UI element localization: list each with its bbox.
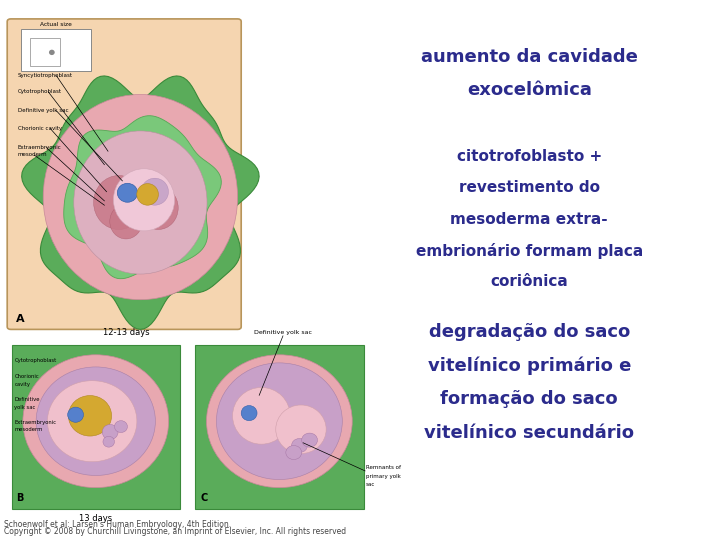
Ellipse shape (36, 367, 156, 475)
Ellipse shape (292, 438, 307, 453)
Ellipse shape (68, 407, 84, 422)
Text: Copyright © 2008 by Churchill Livingstone, an Imprint of Elsevier, Inc. All righ: Copyright © 2008 by Churchill Livingston… (4, 528, 346, 536)
Text: Cytotrophoblast: Cytotrophoblast (14, 358, 57, 363)
Text: sac: sac (366, 482, 375, 488)
Text: C: C (200, 493, 207, 503)
Ellipse shape (43, 94, 238, 300)
Text: Remnants of: Remnants of (366, 464, 401, 470)
Text: A: A (16, 314, 24, 324)
Polygon shape (22, 76, 259, 329)
Text: vitelínico secundário: vitelínico secundário (424, 423, 634, 442)
FancyBboxPatch shape (21, 29, 91, 71)
Text: mesoderma extra-: mesoderma extra- (451, 212, 608, 227)
Text: Chorionic: Chorionic (14, 374, 39, 380)
Ellipse shape (68, 395, 112, 436)
Text: Actual size: Actual size (40, 22, 71, 27)
Ellipse shape (207, 355, 352, 488)
Text: mesoderm: mesoderm (18, 152, 48, 158)
Ellipse shape (217, 363, 342, 480)
Text: formação do saco: formação do saco (441, 390, 618, 408)
Ellipse shape (94, 176, 144, 230)
Ellipse shape (114, 421, 127, 433)
Text: B: B (17, 493, 24, 503)
Ellipse shape (137, 184, 158, 205)
Ellipse shape (109, 204, 142, 239)
Text: aumento da cavidade: aumento da cavidade (420, 48, 638, 66)
Ellipse shape (233, 388, 290, 444)
Text: 12-13 days: 12-13 days (103, 328, 149, 337)
Text: Extraembryonic: Extraembryonic (14, 420, 57, 425)
Ellipse shape (141, 178, 168, 205)
Text: cavity: cavity (14, 382, 30, 387)
FancyBboxPatch shape (12, 345, 180, 509)
Ellipse shape (74, 131, 207, 274)
Text: Extraembryonic: Extraembryonic (18, 145, 62, 150)
Text: Definitive yolk sac: Definitive yolk sac (254, 330, 312, 335)
FancyBboxPatch shape (7, 19, 241, 329)
Ellipse shape (286, 446, 302, 460)
Ellipse shape (276, 405, 326, 454)
Polygon shape (64, 116, 221, 279)
Ellipse shape (241, 406, 257, 421)
Ellipse shape (48, 381, 137, 462)
Text: exocelômica: exocelômica (467, 81, 592, 99)
Text: vitelínico primário e: vitelínico primário e (428, 356, 631, 375)
Text: Syncytiotrophoblast: Syncytiotrophoblast (18, 73, 73, 78)
Ellipse shape (49, 50, 55, 55)
Text: Cytotrophoblast: Cytotrophoblast (18, 89, 62, 94)
Ellipse shape (23, 355, 168, 488)
Ellipse shape (138, 186, 179, 230)
Ellipse shape (114, 168, 174, 231)
Ellipse shape (102, 424, 118, 440)
Text: embrionário formam placa: embrionário formam placa (415, 242, 643, 259)
Text: coriônica: coriônica (490, 274, 568, 289)
FancyBboxPatch shape (30, 38, 60, 66)
Text: 13 days: 13 days (79, 514, 112, 523)
Text: primary yolk: primary yolk (366, 474, 400, 479)
Text: revestimento do: revestimento do (459, 180, 600, 195)
Text: yolk sac: yolk sac (14, 404, 36, 410)
Text: Chorionic cavity: Chorionic cavity (18, 126, 62, 131)
Ellipse shape (117, 183, 138, 202)
FancyBboxPatch shape (195, 345, 364, 509)
Ellipse shape (302, 433, 318, 447)
Text: citotrofoblasto +: citotrofoblasto + (456, 149, 602, 164)
Ellipse shape (122, 174, 151, 204)
Text: degradação do saco: degradação do saco (428, 323, 630, 341)
Text: Definitive: Definitive (14, 397, 40, 402)
Text: Schoenwolf et al: Larsen's Human Embryology, 4th Edition.: Schoenwolf et al: Larsen's Human Embryol… (4, 521, 230, 529)
Ellipse shape (103, 436, 114, 447)
Text: Definitive yolk sac: Definitive yolk sac (18, 108, 68, 113)
Text: mesoderm: mesoderm (14, 427, 42, 433)
